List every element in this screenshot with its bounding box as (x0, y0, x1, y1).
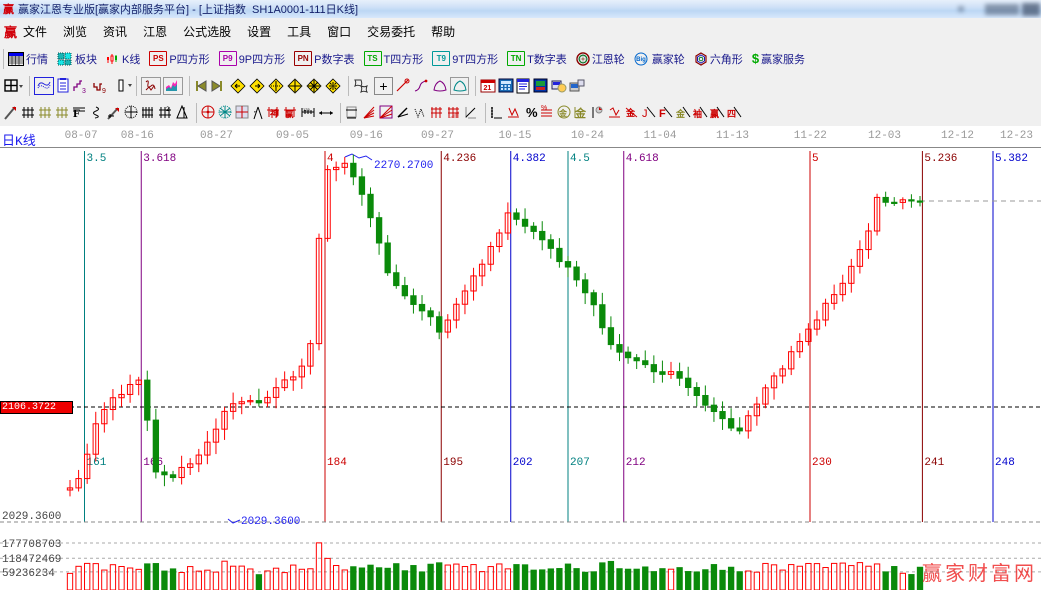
svg-text:赢: 赢 (710, 108, 719, 119)
svg-text:195: 195 (443, 457, 463, 469)
svg-text:%: % (541, 105, 547, 112)
svg-text:袖: 袖 (693, 108, 702, 119)
svg-text:202: 202 (513, 457, 533, 469)
svg-text:2270.2700: 2270.2700 (374, 160, 433, 172)
svg-text:177708703: 177708703 (2, 539, 61, 551)
svg-text:9: 9 (102, 88, 106, 94)
svg-text:125: 125 (303, 107, 310, 112)
svg-text:5: 5 (812, 153, 819, 165)
svg-text:四: 四 (727, 109, 736, 119)
svg-text:212: 212 (626, 457, 646, 469)
svg-text:赢: 赢 (286, 109, 294, 119)
svg-text:4: 4 (327, 153, 334, 165)
svg-text:5.382: 5.382 (995, 153, 1028, 165)
svg-text:金: 金 (574, 106, 587, 120)
svg-text:207: 207 (570, 457, 590, 469)
svg-text:Big: Big (636, 57, 646, 63)
svg-text:4.5: 4.5 (570, 153, 590, 165)
svg-text:248: 248 (995, 457, 1015, 469)
svg-text:241: 241 (924, 457, 944, 469)
svg-text:184: 184 (327, 457, 347, 469)
svg-text:2029.3600: 2029.3600 (2, 511, 61, 523)
svg-text:2029.3600: 2029.3600 (241, 516, 300, 528)
svg-text:F: F (659, 108, 666, 120)
svg-text:5.236: 5.236 (924, 153, 957, 165)
svg-text:59236234: 59236234 (2, 568, 55, 580)
svg-text:3.5: 3.5 (87, 153, 107, 165)
svg-text:21: 21 (484, 85, 492, 92)
svg-text:4.236: 4.236 (443, 153, 476, 165)
svg-text:230: 230 (812, 457, 832, 469)
svg-text:4.382: 4.382 (513, 153, 546, 165)
svg-text:4.618: 4.618 (626, 153, 659, 165)
svg-text:3: 3 (82, 88, 86, 94)
svg-text:金: 金 (558, 108, 568, 118)
svg-text:118472469: 118472469 (2, 554, 61, 566)
svg-text:3.618: 3.618 (143, 153, 176, 165)
svg-text:神: 神 (270, 108, 279, 119)
svg-text:J: J (642, 108, 648, 120)
